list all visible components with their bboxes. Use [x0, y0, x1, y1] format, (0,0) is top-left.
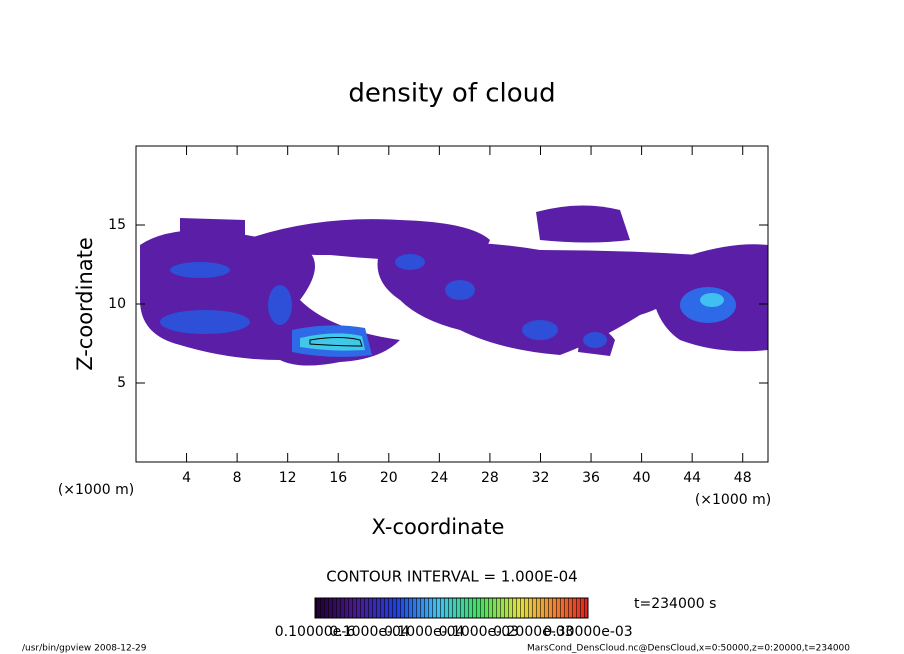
y-axis-label: Z-coordinate [73, 237, 97, 371]
x-tick-label: 24 [430, 470, 448, 486]
x-tick-label: 28 [481, 470, 499, 486]
x-tick-label: 44 [683, 470, 701, 486]
x-tick-label: 48 [734, 470, 752, 486]
y-unit: (×1000 m) [58, 482, 134, 498]
colorbar-label: 0.1000e-04 [384, 624, 465, 640]
colorbar-label: 0.2000e-03 [493, 624, 573, 640]
chart-title: density of cloud [348, 79, 555, 109]
x-unit: (×1000 m) [695, 492, 771, 508]
x-tick-label: 12 [279, 470, 297, 486]
colorbar-label: 0.1000e-03 [439, 624, 519, 640]
y-tick-label: 15 [108, 217, 126, 233]
colorbar-label: 0.10000e-6 [275, 624, 356, 640]
footer-left: /usr/bin/gpview 2008-12-29 [22, 644, 147, 654]
x-tick-label: 4 [182, 470, 191, 486]
cloud-field [140, 205, 768, 366]
colorbar-label: 0.30000e-03 [543, 624, 632, 640]
x-tick-label: 32 [532, 470, 550, 486]
colorbar-stripes [314, 597, 589, 619]
x-tick-label: 36 [582, 470, 600, 486]
x-tick-label: 16 [329, 470, 347, 486]
y-tick-label: 5 [117, 375, 126, 391]
y-tick-label: 10 [108, 296, 126, 312]
x-tick-label: 20 [380, 470, 398, 486]
x-tick-label: 8 [233, 470, 242, 486]
footer-right: MarsCond_DensCloud.nc@DensCloud,x=0:5000… [527, 644, 850, 654]
colorbar-label: 0.1000e-04 [329, 624, 410, 640]
x-axis-label: X-coordinate [372, 515, 505, 539]
time-label: t=234000 s [634, 596, 716, 612]
contour-interval: CONTOUR INTERVAL = 1.000E-04 [326, 568, 577, 586]
x-tick-label: 40 [633, 470, 651, 486]
